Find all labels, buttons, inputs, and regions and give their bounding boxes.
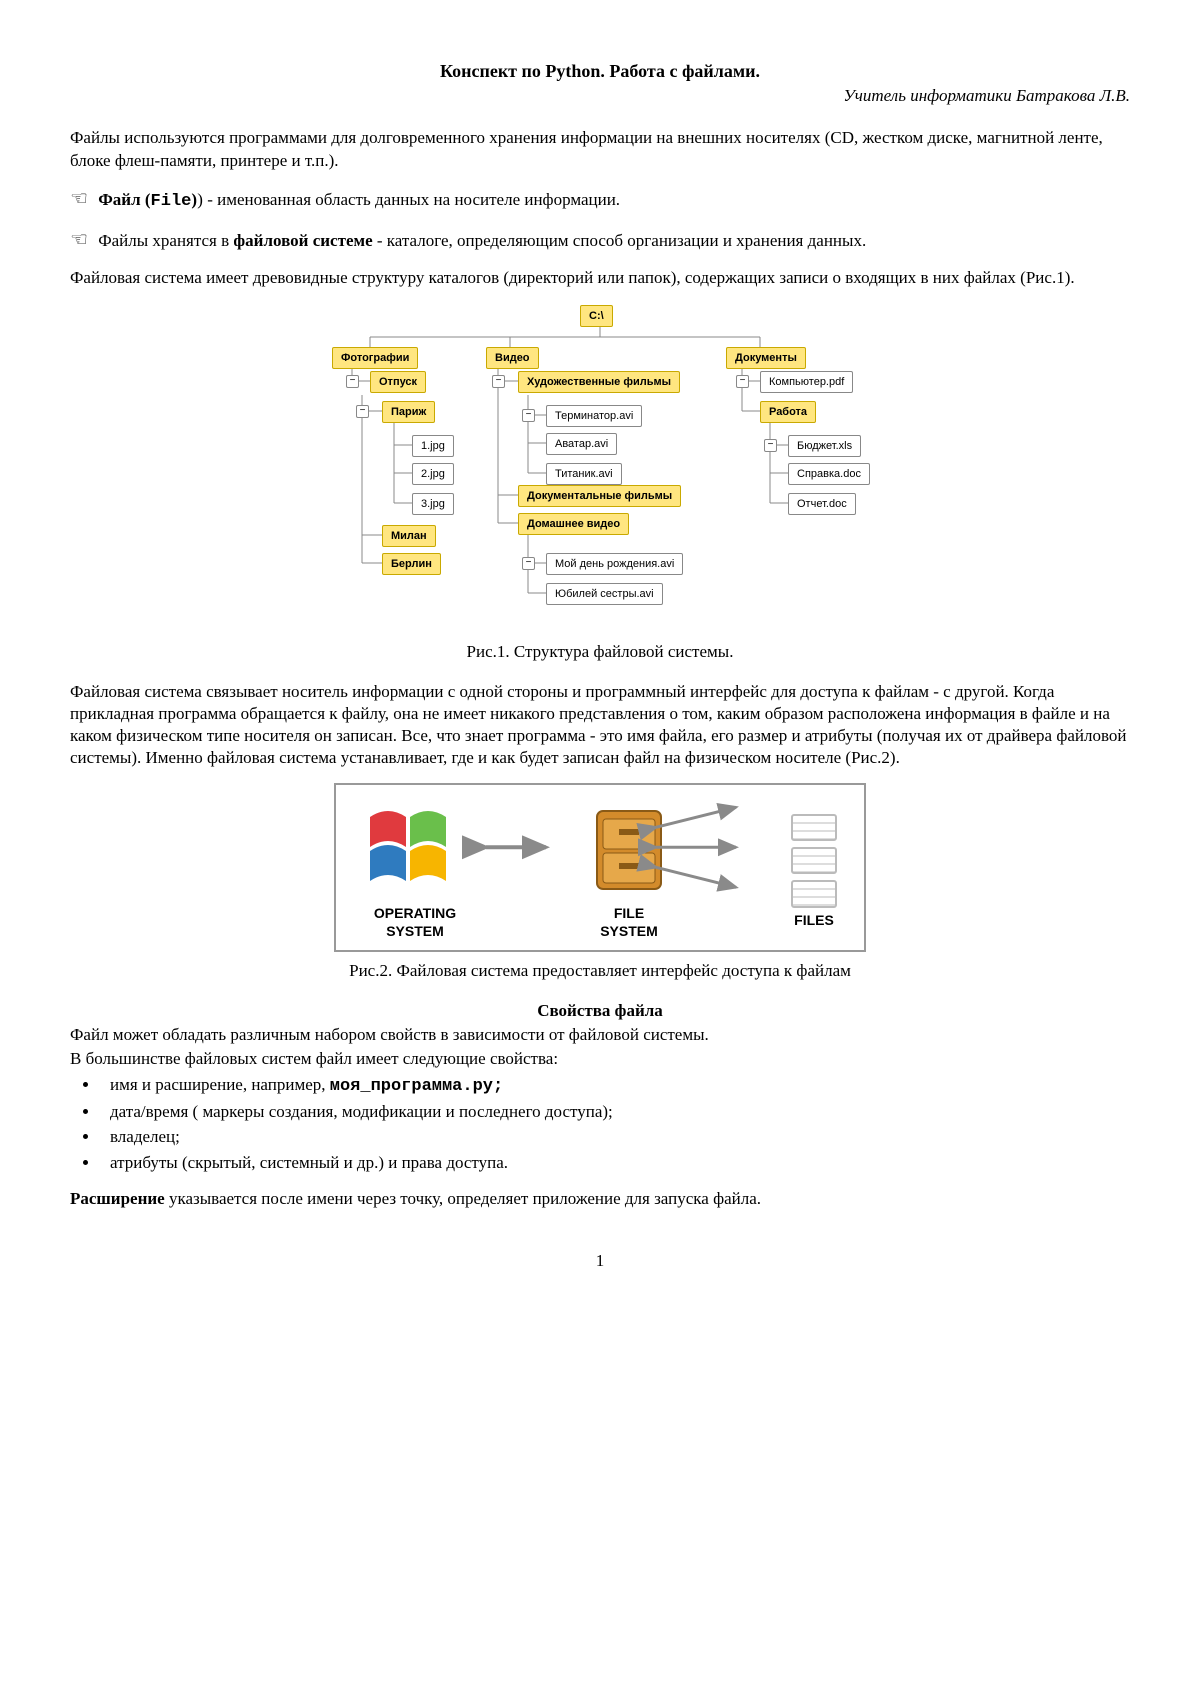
tree-folder-vacation: Отпуск <box>370 371 426 393</box>
def-file-post: ) - именованная область данных на носите… <box>197 190 620 209</box>
props-heading: Свойства файла <box>70 1000 1130 1022</box>
tree-file: 3.jpg <box>412 493 454 515</box>
file-cabinet-icon <box>579 799 679 899</box>
ext-rest: указывается после имени через точку, опр… <box>165 1189 761 1208</box>
def-file-pre: Файл ( <box>98 190 150 209</box>
tree-folder-photos: Фотографии <box>332 347 418 369</box>
fig2-fs-label-2: SYSTEM <box>579 922 679 940</box>
file-icon <box>791 814 837 841</box>
tree-file: Титаник.avi <box>546 463 622 485</box>
fig2-os-column: OPERATING SYSTEM <box>360 799 470 940</box>
tree-file: Аватар.avi <box>546 433 617 455</box>
tree-file: Терминатор.avi <box>546 405 642 427</box>
fig2-fs-column: FILE SYSTEM <box>579 799 679 940</box>
hand-icon: ☞ <box>70 227 88 253</box>
fig1-tree: C:\ Фотографии Видео Документы − Отпуск … <box>70 303 1130 633</box>
windows-logo-icon <box>360 799 470 899</box>
page-number: 1 <box>70 1250 1130 1272</box>
collapse-icon: − <box>356 405 369 418</box>
list-item: имя и расширение, например, моя_программ… <box>100 1074 1130 1098</box>
ext-bold: Расширение <box>70 1189 165 1208</box>
tree-folder-paris: Париж <box>382 401 435 423</box>
tree-file: Мой день рождения.avi <box>546 553 683 575</box>
fig2-files-label: FILES <box>788 911 840 929</box>
fig1-caption: Рис.1. Структура файловой системы. <box>70 641 1130 663</box>
fig2-os-label-1: OPERATING <box>360 904 470 922</box>
li1-code: моя_программа.py; <box>330 1077 503 1096</box>
file-icon <box>791 880 837 907</box>
list-item: атрибуты (скрытый, системный и др.) и пр… <box>100 1152 1130 1174</box>
file-definition: ☞ Файл (File) ) - именованная область да… <box>70 186 1130 213</box>
tree-root: C:\ <box>580 305 613 327</box>
li1-pre: имя и расширение, например, <box>110 1075 330 1094</box>
def-fs-bold: файловой системе <box>233 231 372 250</box>
tree-folder-milan: Милан <box>382 525 436 547</box>
list-item: дата/время ( маркеры создания, модификац… <box>100 1101 1130 1123</box>
fig2-files-column: FILES <box>788 811 840 929</box>
tree-folder-art: Художественные фильмы <box>518 371 680 393</box>
fs-definition: ☞ Файлы хранятся в файловой системе - ка… <box>70 227 1130 253</box>
page-title: Конспект по Python. Работа с файлами. <box>70 60 1130 83</box>
tree-file: Справка.doc <box>788 463 870 485</box>
collapse-icon: − <box>522 409 535 422</box>
tree-file: Отчет.doc <box>788 493 856 515</box>
def-fs-pre: Файлы хранятся в <box>98 231 233 250</box>
props-list: имя и расширение, например, моя_программ… <box>100 1074 1130 1173</box>
tree-folder-work: Работа <box>760 401 816 423</box>
collapse-icon: − <box>736 375 749 388</box>
collapse-icon: − <box>522 557 535 570</box>
collapse-icon: − <box>764 439 777 452</box>
tree-folder-berlin: Берлин <box>382 553 441 575</box>
tree-folder-homevideo: Домашнее видео <box>518 513 629 535</box>
fig2-caption: Рис.2. Файловая система предоставляет ин… <box>70 960 1130 982</box>
collapse-icon: − <box>492 375 505 388</box>
fig2: OPERATING SYSTEM FILE SYSTEM FILES <box>70 783 1130 952</box>
hand-icon: ☞ <box>70 186 88 212</box>
tree-file: Юбилей сестры.avi <box>546 583 663 605</box>
props-p1: Файл может обладать различным набором св… <box>70 1024 1130 1046</box>
struct-paragraph: Файловая система имеет древовидные струк… <box>70 267 1130 289</box>
props-p2: В большинстве файловых систем файл имеет… <box>70 1048 1130 1070</box>
tree-folder-docs: Документы <box>726 347 806 369</box>
collapse-icon: − <box>346 375 359 388</box>
tree-folder-docfilms: Документальные фильмы <box>518 485 681 507</box>
file-icon <box>791 847 837 874</box>
tree-file: Компьютер.pdf <box>760 371 853 393</box>
list-item: владелец; <box>100 1126 1130 1148</box>
def-file-code: File <box>151 192 192 211</box>
intro-paragraph: Файлы используются программами для долго… <box>70 127 1130 171</box>
tree-folder-video: Видео <box>486 347 539 369</box>
fig2-os-label-2: SYSTEM <box>360 922 470 940</box>
tree-file: 2.jpg <box>412 463 454 485</box>
link-paragraph: Файловая система связывает носитель инфо… <box>70 681 1130 769</box>
def-fs-post: - каталоге, определяющим способ организа… <box>373 231 867 250</box>
extension-paragraph: Расширение указывается после имени через… <box>70 1188 1130 1210</box>
fig2-fs-label-1: FILE <box>579 904 679 922</box>
tree-file: 1.jpg <box>412 435 454 457</box>
tree-file: Бюджет.xls <box>788 435 861 457</box>
page-subtitle: Учитель информатики Батракова Л.В. <box>70 85 1130 107</box>
